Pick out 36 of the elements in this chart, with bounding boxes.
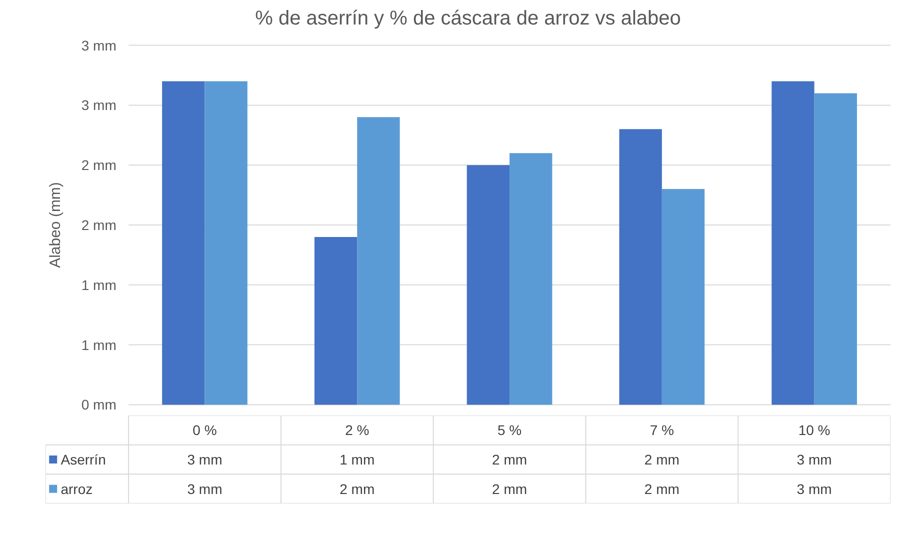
bar xyxy=(162,81,205,405)
data-label: 3 mm xyxy=(187,452,222,468)
bar xyxy=(772,81,814,405)
bar xyxy=(204,81,248,405)
legend-label: arroz xyxy=(60,480,93,497)
legend-label: Aserrín xyxy=(60,452,106,468)
y-tick-label: 2 mm xyxy=(81,157,116,174)
x-tick-label: 7 % xyxy=(650,422,674,438)
y-tick-label: 3 mm xyxy=(81,97,116,114)
bar xyxy=(814,93,857,405)
data-label: 2 mm xyxy=(492,480,528,497)
x-tick-label: 2 % xyxy=(345,422,370,438)
y-tick-label: 1 mm xyxy=(81,276,116,293)
y-axis-title: Alabeo (mm) xyxy=(47,182,64,268)
data-label: 3 mm xyxy=(796,480,832,497)
data-label: 2 mm xyxy=(492,452,528,468)
chart-title: % de aserrín y % de cáscara de arroz vs alabeo xyxy=(255,8,681,30)
data-label: 2 mm xyxy=(340,480,375,497)
x-tick-label: 10 % xyxy=(798,422,830,438)
bar xyxy=(510,153,552,405)
bar xyxy=(466,165,510,405)
y-tick-label: 1 mm xyxy=(81,336,116,353)
y-tick-label: 0 mm xyxy=(81,396,116,413)
y-tick-label: 2 mm xyxy=(81,217,116,233)
x-tick-label: 5 % xyxy=(497,422,522,438)
data-label: 2 mm xyxy=(644,452,680,468)
data-label: 3 mm xyxy=(187,480,222,497)
bar xyxy=(662,189,705,405)
data-label: 3 mm xyxy=(796,452,832,468)
y-tick-label: 3 mm xyxy=(81,37,116,54)
bar xyxy=(357,117,400,405)
data-label: 1 mm xyxy=(340,452,375,468)
bar xyxy=(314,236,358,405)
x-tick-label: 0 % xyxy=(192,422,217,438)
bar xyxy=(619,129,662,405)
data-label: 2 mm xyxy=(644,480,680,497)
